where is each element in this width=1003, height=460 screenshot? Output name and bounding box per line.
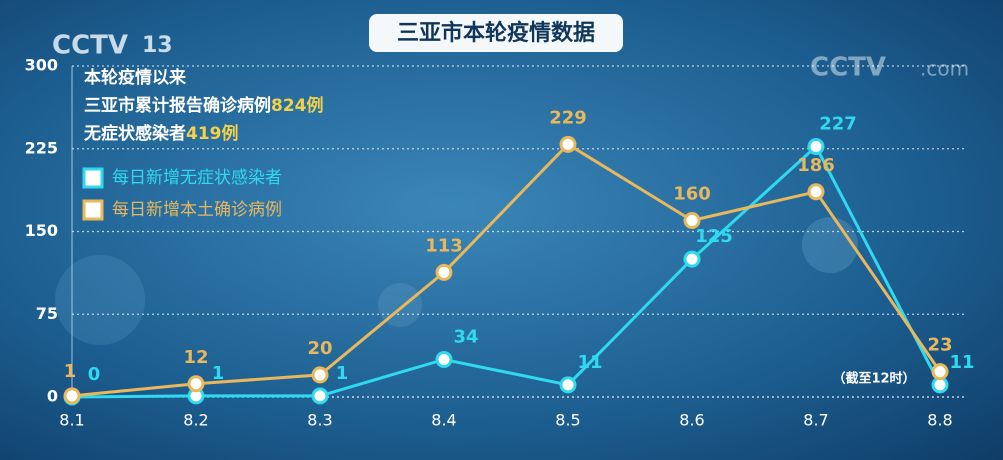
logo: CCTV — [810, 53, 886, 83]
y-tick-label: 150 — [25, 221, 58, 240]
summary-total: 419例 — [186, 123, 239, 144]
legend-label: 每日新增无症状感染者 — [112, 168, 282, 188]
y-tick-label: 225 — [25, 138, 58, 157]
logo-suffix: .com — [920, 57, 969, 81]
data-label: 23 — [927, 335, 952, 356]
point — [559, 376, 577, 394]
title-box — [369, 14, 623, 52]
y-tick-label: 75 — [36, 304, 58, 323]
point — [435, 263, 453, 281]
series-line — [71, 142, 942, 398]
legend-swatch — [82, 167, 104, 189]
x-tick-label: 8.3 — [307, 411, 332, 430]
point — [931, 363, 949, 381]
point — [683, 250, 701, 268]
x-tick-label: 8.8 — [927, 411, 952, 430]
point — [311, 366, 329, 384]
point — [435, 350, 453, 368]
summary-heading: 本轮疫情以来 — [84, 67, 187, 88]
y-tick-label: 0 — [47, 387, 58, 406]
data-label: 113 — [425, 235, 463, 256]
x-tick-label: 8.2 — [183, 411, 208, 430]
decor — [802, 217, 858, 273]
logo: CCTV — [52, 31, 128, 61]
summary-line: 无症状感染者419例 — [83, 123, 239, 144]
data-label: 1 — [64, 361, 77, 382]
data-label: 227 — [819, 114, 857, 135]
data-label: 34 — [453, 326, 478, 347]
data-label: 160 — [673, 183, 711, 204]
data-label: 11 — [949, 352, 974, 373]
summary-total: 824例 — [271, 95, 324, 116]
data-label: 12 — [183, 347, 208, 368]
point — [807, 183, 825, 201]
logo-channel: 13 — [142, 33, 173, 58]
chart-title: 三亚市本轮疫情数据 — [397, 20, 595, 46]
x-tick-label: 8.5 — [555, 411, 580, 430]
data-label: 1 — [336, 363, 349, 384]
legend-label: 每日新增本土确诊病例 — [112, 200, 282, 220]
point — [63, 387, 81, 405]
data-label: 1 — [212, 363, 225, 384]
data-label: 0 — [88, 364, 101, 385]
x-tick-label: 8.4 — [431, 411, 456, 430]
point — [807, 138, 825, 156]
x-tick-label: 8.7 — [803, 411, 828, 430]
data-label: 125 — [695, 226, 733, 247]
x-tick-label: 8.1 — [59, 411, 84, 430]
summary-label: 无症状感染者 — [83, 123, 186, 144]
point — [683, 211, 701, 229]
y-tick-label: 300 — [25, 56, 58, 75]
point — [311, 387, 329, 405]
point — [559, 135, 577, 153]
data-label: 11 — [577, 352, 602, 373]
note: （截至12时） — [832, 371, 915, 387]
data-label: 186 — [797, 155, 835, 176]
series-line — [71, 144, 942, 399]
data-label: 20 — [307, 338, 332, 359]
legend-swatch — [82, 199, 104, 221]
decor — [55, 255, 145, 345]
summary: 本轮疫情以来 三亚市累计报告确诊病例824例 无症状感染者419例 — [83, 67, 324, 144]
x-tick-label: 8.6 — [679, 411, 704, 430]
data-label: 229 — [549, 107, 587, 128]
point — [187, 375, 205, 393]
summary-label: 三亚市累计报告确诊病例 — [84, 95, 271, 116]
summary-line: 三亚市累计报告确诊病例824例 — [84, 95, 324, 116]
